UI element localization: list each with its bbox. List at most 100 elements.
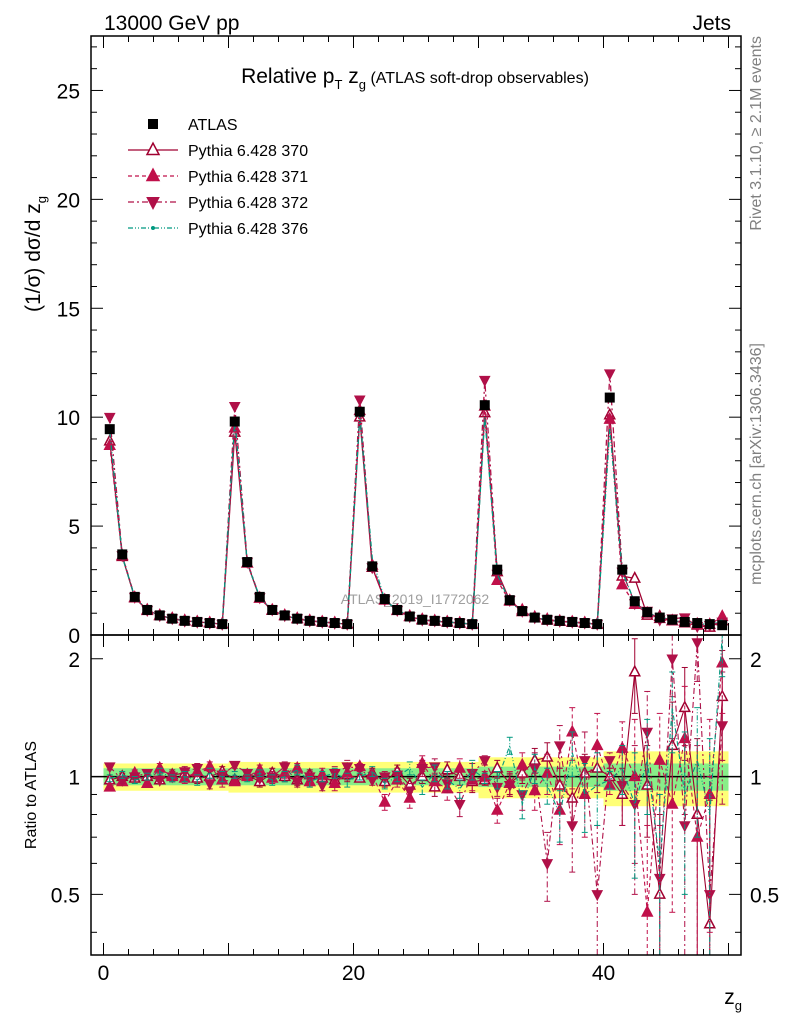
- legend-marker: [145, 167, 161, 182]
- ratio-3-point: [691, 638, 704, 650]
- legend-label: Pythia 6.428 371: [188, 169, 308, 186]
- atlas-point: [479, 400, 490, 411]
- atlas-point: [442, 616, 453, 627]
- atlas-point: [592, 619, 603, 630]
- legend-marker: [151, 226, 155, 230]
- ratio-3-point: [303, 772, 316, 784]
- x-axis-label: zg: [724, 986, 742, 1013]
- x-tick-label: 40: [592, 962, 615, 985]
- atlas-point: [267, 604, 278, 615]
- header-right: Jets: [692, 12, 731, 35]
- legend: ATLAS Pythia 6.428 370 Pythia 6.428 371 Pyt…: [128, 117, 308, 238]
- atlas-point: [579, 618, 590, 629]
- legend-marker: [148, 119, 158, 129]
- atlas-point: [329, 618, 340, 629]
- ratio-3-point: [591, 890, 604, 902]
- atlas-point: [404, 611, 415, 622]
- ratio-tick-label-left: 1: [68, 767, 80, 790]
- series-3-point: [353, 395, 366, 407]
- atlas-point: [279, 610, 290, 621]
- ratio-2-point: [641, 904, 654, 917]
- x-axis-label-main: z: [724, 986, 735, 1009]
- atlas-point: [529, 612, 540, 623]
- y-axis-label-sub: g: [34, 196, 49, 203]
- ratio-3-point: [478, 756, 491, 768]
- atlas-point: [429, 615, 440, 626]
- title-part-4: g: [359, 77, 366, 92]
- legend-marker: [145, 141, 161, 156]
- legend-label: Pythia 6.428 370: [188, 143, 308, 160]
- ratio-2-point: [141, 776, 154, 789]
- atlas-point: [379, 594, 390, 605]
- ratio-3-point: [603, 756, 616, 768]
- y-tick-label: 0: [68, 625, 80, 648]
- atlas-point: [292, 613, 303, 624]
- legend-label: Pythia 6.428 372: [188, 195, 308, 212]
- atlas-point: [554, 615, 565, 626]
- ratio-3-point: [178, 767, 191, 779]
- ratio-2-point: [653, 753, 666, 765]
- atlas-point: [142, 604, 153, 615]
- ratio-3-point: [341, 762, 354, 774]
- atlas-point: [342, 619, 353, 630]
- ratio-2-point: [491, 802, 504, 815]
- atlas-point: [104, 424, 115, 435]
- ratio-3-point: [716, 721, 729, 733]
- ratio-tick-label-right: 0.5: [750, 884, 779, 907]
- ratio-3-point: [103, 762, 116, 774]
- mcplots-label: mcplots.cern.ch [arXiv:1306.3436]: [748, 343, 765, 585]
- series-3-point: [103, 412, 116, 425]
- header-left: 13000 GeV pp: [104, 12, 239, 35]
- atlas-point: [204, 618, 215, 629]
- series-line-3: [109, 373, 723, 627]
- atlas-point: [604, 392, 615, 403]
- y-axis-label-main: (1/σ) dσ/d z: [22, 203, 45, 312]
- atlas-point: [504, 595, 515, 606]
- atlas-point: [317, 616, 328, 627]
- ratio-frame: [90, 634, 742, 956]
- atlas-point: [242, 557, 253, 568]
- atlas-point: [642, 607, 653, 618]
- ratio-3-point: [128, 772, 141, 784]
- series-2-point: [616, 577, 629, 590]
- legend-label: ATLAS: [188, 117, 238, 134]
- ratio-3-point: [416, 764, 429, 776]
- atlas-point: [392, 604, 403, 615]
- ratio-3-point: [191, 764, 204, 776]
- y-tick-label: 5: [68, 516, 80, 539]
- ratio-axes: 0 20 40 0.5 0.5 1 1 2 2: [51, 634, 779, 985]
- atlas-point: [517, 606, 528, 617]
- x-axis-label-sub: g: [735, 998, 742, 1013]
- ratio-3-point: [141, 768, 154, 781]
- atlas-point: [717, 620, 728, 631]
- y-tick-label: 25: [57, 80, 80, 103]
- atlas-point: [117, 549, 128, 560]
- ratio-tick-label-left: 2: [68, 649, 80, 672]
- atlas-point: [354, 406, 365, 417]
- atlas-point: [367, 561, 378, 572]
- ratio-tick-label-right: 2: [750, 649, 762, 672]
- series-3-point: [228, 402, 241, 414]
- ratio-series-layer: [103, 634, 729, 956]
- ratio-3-point: [378, 772, 391, 784]
- atlas-point: [567, 616, 578, 627]
- ratio-3-point: [541, 859, 554, 871]
- atlas-point: [304, 615, 315, 626]
- atlas-point: [154, 610, 165, 621]
- atlas-point: [654, 612, 665, 623]
- series-1-point: [628, 571, 641, 583]
- ratio-axis-label: Ratio to ATLAS: [23, 741, 40, 849]
- chart-title: Relative pT zg (ATLAS soft-drop observab…: [241, 65, 589, 92]
- ratio-1-point: [628, 664, 641, 677]
- ratio-2-point: [453, 760, 466, 773]
- ratio-2-point: [516, 757, 529, 770]
- analysis-watermark: ATLAS_2019_I1772062: [341, 591, 490, 607]
- x-tick-label: 0: [98, 962, 110, 985]
- ratio-3-point: [278, 762, 291, 774]
- ratio-3-point: [578, 756, 591, 768]
- ratio-3-point: [291, 777, 304, 789]
- atlas-point: [179, 615, 190, 626]
- ratio-2-point: [591, 738, 604, 751]
- series-3-point: [478, 375, 491, 387]
- main-series-layer: [103, 369, 729, 634]
